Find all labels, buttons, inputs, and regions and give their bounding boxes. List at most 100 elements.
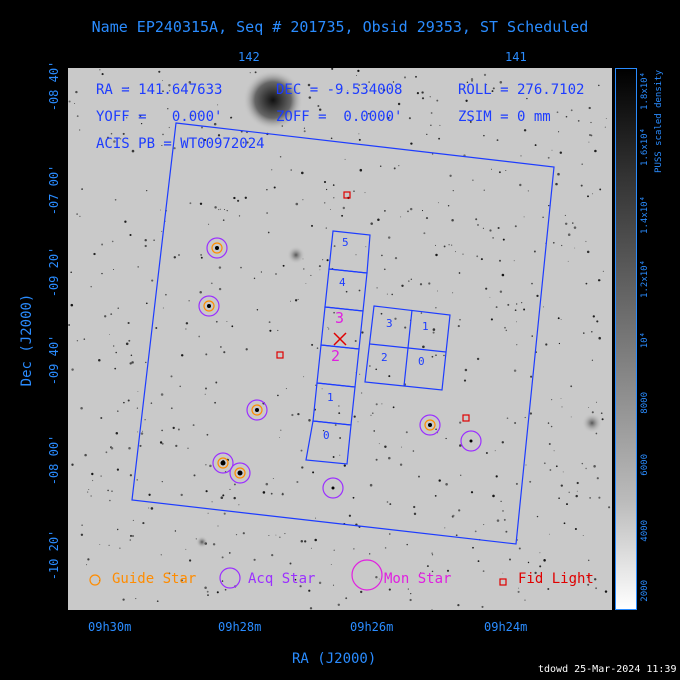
info-yoff: YOFF = 0.000' (96, 109, 223, 125)
bg-star (452, 514, 455, 517)
bg-star (422, 345, 425, 349)
bg-star (489, 296, 491, 298)
bg-star (185, 548, 187, 550)
bg-star (140, 432, 144, 435)
bg-star (81, 188, 83, 190)
bg-star (486, 84, 488, 86)
bg-star (497, 226, 500, 230)
bg-star (431, 554, 434, 556)
bg-star (599, 188, 602, 191)
bg-star (125, 342, 129, 346)
bg-star (483, 73, 487, 77)
bg-star (472, 546, 474, 549)
bg-star (221, 580, 224, 582)
bg-star (282, 264, 285, 267)
bg-star (318, 265, 321, 268)
bg-star (459, 444, 462, 447)
bg-star (503, 518, 506, 521)
bg-star (580, 184, 583, 187)
bg-star (455, 251, 456, 253)
bg-star (332, 584, 335, 586)
bg-star (567, 260, 569, 262)
bg-star (598, 84, 600, 87)
dec-tick-6: -10 20' (47, 529, 61, 581)
bg-star (179, 385, 181, 388)
bg-star (308, 419, 311, 422)
sky-image[interactable]: RA = 141.647633 DEC = -9.534008 ROLL = 2… (68, 68, 612, 610)
bg-star (129, 362, 132, 365)
bg-star (195, 538, 197, 540)
star-bottom (196, 536, 208, 548)
legend-mon-label: Mon Star (384, 571, 452, 587)
bg-star (536, 294, 539, 298)
bg-star (392, 81, 395, 83)
bg-star (523, 129, 527, 132)
bg-star (358, 84, 361, 87)
bg-star (443, 354, 445, 357)
bg-star (187, 447, 189, 449)
overlay-svg (68, 68, 611, 610)
bg-star (110, 313, 113, 315)
bg-star (605, 118, 607, 119)
bg-star (348, 514, 352, 517)
bg-star (591, 359, 594, 361)
bg-star (464, 368, 468, 372)
bg-star (416, 92, 419, 95)
bg-star (383, 268, 386, 271)
bg-star (342, 206, 345, 210)
bg-star (476, 255, 479, 258)
bg-star (328, 328, 330, 330)
bg-star (492, 494, 495, 498)
bg-star (215, 381, 218, 384)
bg-star (531, 335, 533, 337)
bg-star (107, 489, 109, 492)
bg-star (88, 488, 90, 491)
chip-block (364, 305, 451, 391)
bg-star (432, 328, 436, 331)
bg-star (189, 202, 192, 205)
bg-star (594, 149, 597, 153)
bg-star (333, 245, 336, 248)
bg-star (294, 299, 298, 302)
bg-star (172, 426, 175, 430)
bg-star (120, 138, 122, 140)
bg-star (284, 533, 286, 535)
bg-star (561, 406, 563, 408)
bg-star (551, 149, 553, 151)
bg-star (207, 594, 209, 596)
bg-star (81, 524, 83, 526)
bg-star (129, 539, 132, 541)
bg-star (68, 324, 70, 326)
bg-star (431, 552, 433, 554)
bg-star (386, 293, 388, 295)
bg-star (595, 432, 598, 435)
bg-star (566, 503, 568, 506)
bg-star (436, 290, 438, 292)
bg-star (185, 328, 187, 330)
bg-star (551, 399, 553, 401)
block-label-1: 1 (422, 320, 429, 333)
bg-star (317, 104, 320, 108)
bg-star (98, 359, 101, 362)
bg-star (224, 588, 227, 591)
bg-star (465, 99, 468, 102)
bg-star (419, 283, 423, 286)
block-label-0: 0 (418, 355, 425, 368)
bg-star (105, 141, 107, 143)
bg-star (542, 306, 545, 308)
bg-star (368, 112, 370, 115)
bg-star (534, 144, 537, 147)
bg-star (127, 399, 130, 402)
bg-star (555, 182, 558, 186)
bg-star (543, 462, 546, 465)
bg-star (161, 480, 163, 483)
bg-star (463, 379, 467, 382)
bg-star (325, 227, 327, 229)
bg-star (226, 210, 228, 212)
bg-star (136, 407, 139, 409)
bg-star (339, 454, 341, 456)
bg-star (275, 534, 277, 536)
bg-star (451, 244, 453, 246)
bg-star (410, 278, 412, 280)
ra-tick-3: 09h26m (350, 620, 394, 634)
